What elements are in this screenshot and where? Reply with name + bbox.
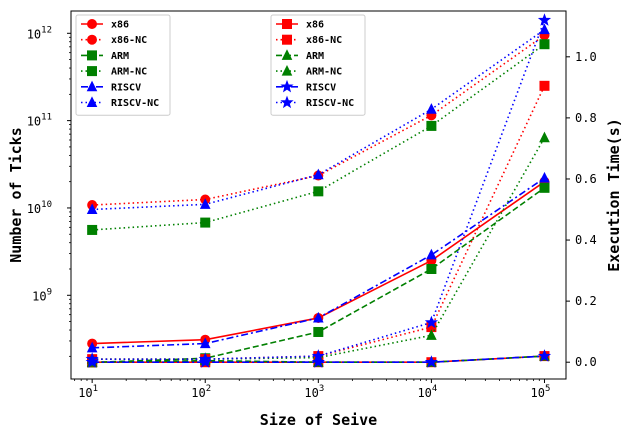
y-left-tick-label: 1010 xyxy=(27,200,52,216)
right-data-point-riscv-nc xyxy=(198,352,212,365)
right-data-point-riscv-nc xyxy=(537,13,552,26)
y-right-tick-label: 0.2 xyxy=(575,294,597,308)
left-data-point-arm-nc xyxy=(313,186,324,197)
y-left-tick-label: 109 xyxy=(32,287,52,303)
y-right-tick-label: 0.6 xyxy=(575,172,597,186)
legend-right-swatch-marker xyxy=(280,95,294,109)
x-tick-label: 102 xyxy=(191,384,211,400)
left-data-point-arm-nc xyxy=(539,39,550,50)
x-tick-label: 101 xyxy=(78,384,98,400)
left-data-point-riscv xyxy=(313,311,324,323)
legend-left-swatch-marker xyxy=(87,19,97,29)
y-right-tick-label: 0.4 xyxy=(575,233,597,247)
legend-right-entry-label: RISCV-NC xyxy=(306,98,354,109)
legend-right-entry-label: x86 xyxy=(306,20,324,31)
legend-right-swatch-marker xyxy=(282,34,292,45)
left-data-point-riscv xyxy=(426,248,437,260)
left-data-point-riscv-nc xyxy=(539,23,550,35)
legend-left-entry-label: RISCV xyxy=(111,82,141,93)
x-tick-label: 103 xyxy=(304,384,324,400)
left-data-point-arm-nc xyxy=(426,120,437,131)
left-data-point-arm xyxy=(426,263,437,274)
legend-right-swatch-marker xyxy=(280,79,294,93)
left-data-point-arm-nc xyxy=(200,217,211,228)
right-data-point-riscv-nc xyxy=(424,315,438,329)
right-data-point-riscv-nc xyxy=(311,349,325,362)
legend-right-entry-label: ARM xyxy=(306,51,324,62)
legend-right-swatch-marker xyxy=(282,19,292,29)
left-data-point-arm-nc xyxy=(87,224,98,235)
legend-left-entry-label: ARM xyxy=(111,51,129,62)
right-data-point-riscv xyxy=(537,349,552,362)
legend-left-entry-label: ARM-NC xyxy=(111,67,147,78)
legend-right-entry-label: ARM-NC xyxy=(306,67,342,78)
left-data-point-arm xyxy=(313,326,324,337)
y-right-axis-title: Execution Time(s) xyxy=(605,118,623,272)
left-data-point-riscv xyxy=(86,341,98,353)
right-data-point-arm-nc xyxy=(539,131,550,143)
legend-left-entry-label: x86 xyxy=(111,20,129,31)
left-data-point-riscv-nc xyxy=(426,103,437,114)
y-left-axis-title: Number of Ticks xyxy=(7,127,25,262)
left-data-point-riscv-nc xyxy=(313,168,324,180)
y-right-tick-label: 0.8 xyxy=(575,111,597,125)
legend-left-entry-label: x86-NC xyxy=(111,35,147,46)
left-data-point-riscv-nc xyxy=(199,198,211,209)
legend-right-entry-label: x86-NC xyxy=(306,35,342,46)
legend-left-swatch-marker xyxy=(87,34,97,45)
left-data-point-arm xyxy=(539,182,550,193)
right-data-point-riscv xyxy=(311,355,325,368)
legend-left-swatch-marker xyxy=(86,96,98,107)
x-axis-title: Size of Seive xyxy=(260,411,377,429)
legend-right-swatch-marker xyxy=(281,49,293,60)
x-tick-label: 104 xyxy=(417,384,437,400)
legend-left-entry-label: RISCV-NC xyxy=(111,98,159,109)
left-data-point-riscv xyxy=(539,171,550,183)
right-data-point-riscv-nc xyxy=(85,352,99,365)
y-left-tick-label: 1012 xyxy=(27,25,52,41)
legend-left-swatch-marker xyxy=(87,50,97,61)
legend-left-swatch-marker xyxy=(87,66,97,77)
legend-left-swatch-marker xyxy=(86,80,98,92)
x-tick-label: 105 xyxy=(531,384,551,400)
left-data-point-riscv xyxy=(199,337,211,349)
y-right-tick-label: 0.0 xyxy=(575,355,597,369)
left-data-point-riscv-nc xyxy=(86,203,98,215)
right-data-point-riscv xyxy=(424,355,438,368)
right-data-point-x86-nc xyxy=(539,80,550,91)
y-right-tick-label: 1.0 xyxy=(575,50,597,64)
y-left-tick-label: 1011 xyxy=(27,113,52,129)
legend-right-entry-label: RISCV xyxy=(306,82,336,93)
legend-right-swatch-marker xyxy=(281,64,293,76)
right-data-point-arm-nc xyxy=(426,329,437,340)
